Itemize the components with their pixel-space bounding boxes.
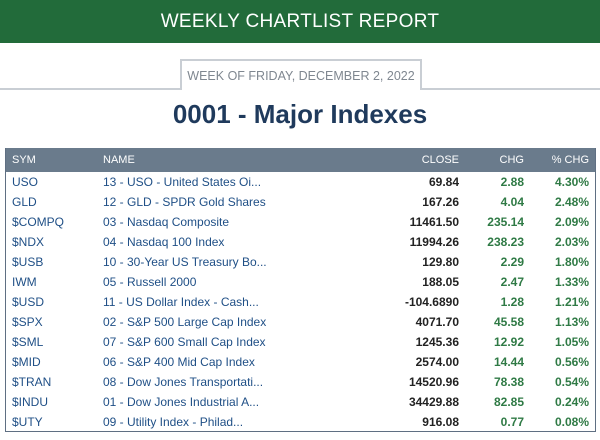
week-label: WEEK OF FRIDAY, DECEMBER 2, 2022	[180, 59, 422, 90]
symbol-link[interactable]: GLD	[12, 195, 37, 209]
name-link[interactable]: 03 - Nasdaq Composite	[103, 215, 230, 229]
name-link[interactable]: 13 - USO - United States Oi...	[103, 175, 262, 189]
name-link[interactable]: 09 - Utility Index - Philad...	[103, 415, 244, 429]
change-value: 2.47	[500, 275, 524, 289]
close-value: 167.26	[422, 195, 459, 209]
close-value: -104.6890	[404, 295, 459, 309]
table-row[interactable]: $TRAN 08 - Dow Jones Transportati... 14520…	[6, 372, 595, 392]
symbol-link[interactable]: $COMPQ	[12, 215, 65, 229]
name-link[interactable]: 07 - S&P 600 Small Cap Index	[103, 335, 266, 349]
change-value: 45.58	[493, 315, 524, 329]
table-row[interactable]: $INDU 01 - Dow Jones Industrial A... 34429…	[6, 392, 595, 412]
symbol-link[interactable]: $USD	[12, 295, 45, 309]
name-link[interactable]: 11 - US Dollar Index - Cash...	[103, 295, 259, 309]
table-row[interactable]: $MID 06 - S&P 400 Mid Cap Index 2574.00 14.…	[6, 352, 595, 372]
table-header: SYM NAME CLOSE CHG % CHG	[6, 148, 595, 172]
change-value: 12.92	[493, 335, 524, 349]
change-value: 1.28	[500, 295, 524, 309]
symbol-link[interactable]: $INDU	[12, 395, 49, 409]
pct-change-value: 1.05%	[554, 335, 589, 349]
pct-change-value: 1.80%	[554, 255, 589, 269]
table-row[interactable]: GLD 12 - GLD - SPDR Gold Shares 167.26 4.04…	[6, 192, 595, 212]
pct-change-value: 0.54%	[554, 375, 589, 389]
change-value: 78.38	[493, 375, 524, 389]
col-sym[interactable]: SYM	[12, 154, 36, 166]
page-title: 0001 - Major Indexes	[172, 99, 428, 129]
indexes-table: SYM NAME CLOSE CHG % CHG USO 13 - USO - U…	[5, 148, 596, 432]
name-link[interactable]: 04 - Nasdaq 100 Index	[103, 235, 225, 249]
name-link[interactable]: 12 - GLD - SPDR Gold Shares	[103, 195, 266, 209]
close-value: 34429.88	[408, 395, 459, 409]
symbol-link[interactable]: USO	[12, 175, 39, 189]
close-value: 916.08	[422, 415, 459, 429]
pct-change-value: 2.48%	[554, 195, 589, 209]
change-value: 235.14	[487, 215, 524, 229]
table-body: USO 13 - USO - United States Oi... 69.84 2.…	[6, 172, 595, 432]
change-value: 2.29	[500, 255, 524, 269]
close-value: 11994.26	[409, 235, 459, 249]
symbol-link[interactable]: $NDX	[12, 235, 45, 249]
change-value: 2.88	[500, 175, 524, 189]
col-pct-chg[interactable]: % CHG	[551, 154, 589, 166]
symbol-link[interactable]: IWM	[12, 275, 37, 289]
col-chg[interactable]: CHG	[499, 154, 524, 166]
table-row[interactable]: $USB 10 - 30-Year US Treasury Bo... 129.80…	[6, 252, 595, 272]
col-close[interactable]: CLOSE	[421, 154, 459, 166]
close-value: 2574.00	[415, 355, 459, 369]
symbol-link[interactable]: $UTY	[12, 415, 43, 429]
pct-change-value: 0.08%	[554, 415, 589, 429]
change-value: 82.85	[493, 395, 524, 409]
close-value: 4071.70	[415, 315, 459, 329]
table-row[interactable]: $USD 11 - US Dollar Index - Cash... -104.6…	[6, 292, 595, 312]
table-row[interactable]: $NDX 04 - Nasdaq 100 Index 11994.26 238.23 2…	[6, 232, 595, 252]
change-value: 238.23	[487, 235, 524, 249]
change-value: 0.77	[500, 415, 524, 429]
pct-change-value: 0.24%	[554, 395, 589, 409]
change-value: 4.04	[500, 195, 524, 209]
name-link[interactable]: 02 - S&P 500 Large Cap Index	[103, 315, 267, 329]
name-link[interactable]: 01 - Dow Jones Industrial A...	[103, 395, 260, 409]
close-value: 188.05	[422, 275, 459, 289]
symbol-link[interactable]: $TRAN	[12, 375, 52, 389]
col-name[interactable]: NAME	[103, 154, 135, 166]
report-banner: WEEKLY CHARTLIST REPORT	[0, 0, 600, 43]
close-value: 1245.36	[415, 335, 459, 349]
pct-change-value: 1.21%	[554, 295, 589, 309]
close-value: 69.84	[428, 175, 459, 189]
close-value: 14520.96	[408, 375, 459, 389]
symbol-link[interactable]: $MID	[12, 355, 41, 369]
table-row[interactable]: $UTY 09 - Utility Index - Philad... 916.08…	[6, 412, 595, 432]
pct-change-value: 1.13%	[554, 315, 589, 329]
table-row[interactable]: IWM 05 - Russell 2000 188.05 2.47 1.33%	[6, 272, 595, 292]
name-link[interactable]: 06 - S&P 400 Mid Cap Index	[103, 355, 255, 369]
table-row[interactable]: $SML 07 - S&P 600 Small Cap Index 1245.36 1…	[6, 332, 595, 352]
pct-change-value: 0.56%	[554, 355, 589, 369]
symbol-link[interactable]: $SML	[12, 335, 44, 349]
report-title: WEEKLY CHARTLIST REPORT	[160, 10, 440, 32]
name-link[interactable]: 08 - Dow Jones Transportati...	[103, 375, 264, 389]
symbol-link[interactable]: $SPX	[12, 315, 43, 329]
change-value: 14.44	[493, 355, 524, 369]
table-row[interactable]: $SPX 02 - S&P 500 Large Cap Index 4071.70 4…	[6, 312, 595, 332]
close-value: 129.80	[422, 255, 459, 269]
pct-change-value: 4.30%	[554, 175, 589, 189]
pct-change-value: 2.09%	[554, 215, 589, 229]
pct-change-value: 1.33%	[554, 275, 589, 289]
close-value: 11461.50	[409, 215, 459, 229]
week-label-text: WEEK OF FRIDAY, DECEMBER 2, 2022	[187, 68, 415, 83]
name-link[interactable]: 05 - Russell 2000	[103, 275, 197, 289]
name-link[interactable]: 10 - 30-Year US Treasury Bo...	[103, 255, 267, 269]
pct-change-value: 2.03%	[554, 235, 589, 249]
symbol-link[interactable]: $USB	[12, 255, 44, 269]
table-row[interactable]: $COMPQ 03 - Nasdaq Composite 11461.50 235.1…	[6, 212, 595, 232]
table-row[interactable]: USO 13 - USO - United States Oi... 69.84 2.…	[6, 172, 595, 192]
